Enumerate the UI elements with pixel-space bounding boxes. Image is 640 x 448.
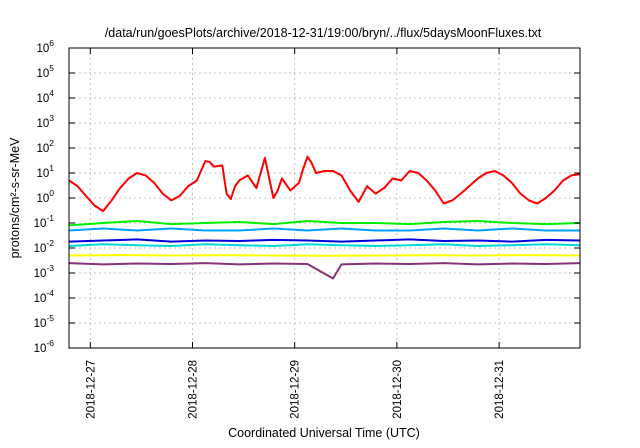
y-tick-label: 102 <box>36 138 54 155</box>
y-tick-label: 10-2 <box>34 238 55 255</box>
y-tick-exponent: 6 <box>49 38 54 48</box>
y-tick-exponent: 5 <box>49 63 54 73</box>
x-tick-label: 2018-12-30 <box>392 360 404 419</box>
y-tick-exponent: 4 <box>49 88 54 98</box>
x-tick-label: 2018-12-28 <box>187 360 199 419</box>
y-tick-label: 104 <box>36 88 54 105</box>
series-group <box>68 155 581 280</box>
y-axis-label-text: protons/cm²-s-sr-MeV <box>8 137 22 259</box>
y-tick-exponent: -2 <box>46 238 54 248</box>
y-tick-exponent: 3 <box>49 113 54 123</box>
series-line-4 <box>68 238 581 243</box>
y-tick-exponent: -1 <box>46 213 54 223</box>
y-tick-label: 10-1 <box>34 213 55 230</box>
gridlines <box>69 48 580 348</box>
x-tick-label: 2018-12-27 <box>85 360 97 419</box>
y-tick-exponent: 0 <box>49 188 54 198</box>
series-line-0 <box>68 155 581 213</box>
y-tick-label: 106 <box>36 38 54 55</box>
y-tick-exponent: 1 <box>49 163 54 173</box>
x-tick-label: 2018-12-29 <box>290 360 302 419</box>
y-tick-exponent: 2 <box>49 138 54 148</box>
y-axis-label: protons/cm²-s-sr-MeV <box>8 137 22 259</box>
y-tick-label: 10-4 <box>34 288 55 305</box>
series-line-3 <box>68 243 581 247</box>
y-tick-label: 10-6 <box>34 338 55 355</box>
chart-title: /data/run/goesPlots/archive/2018-12-31/1… <box>105 26 542 40</box>
y-tick-exponent: -3 <box>46 263 54 273</box>
x-axis: 2018-12-27 2018-12-28 2018-12-29 2018-12-30… <box>85 48 506 419</box>
y-tick-exponent: -5 <box>46 313 54 323</box>
series-line-6 <box>68 262 581 280</box>
y-tick-exponent: -6 <box>46 338 54 348</box>
y-tick-label: 10-5 <box>34 313 55 330</box>
y-axis: 10-610-510-410-310-210-11001011021031041… <box>34 38 580 355</box>
x-tick-label: 2018-12-31 <box>494 360 506 419</box>
y-tick-label: 105 <box>36 63 54 80</box>
y-tick-label: 10-3 <box>34 263 55 280</box>
y-tick-label: 103 <box>36 113 54 130</box>
x-axis-label: Coordinated Universal Time (UTC) <box>228 426 420 440</box>
y-tick-label: 100 <box>36 188 54 205</box>
y-tick-exponent: -4 <box>46 288 54 298</box>
series-line-2 <box>68 227 580 232</box>
series-line-5 <box>68 254 581 257</box>
series-line-1 <box>68 220 581 227</box>
y-tick-label: 101 <box>36 163 54 180</box>
